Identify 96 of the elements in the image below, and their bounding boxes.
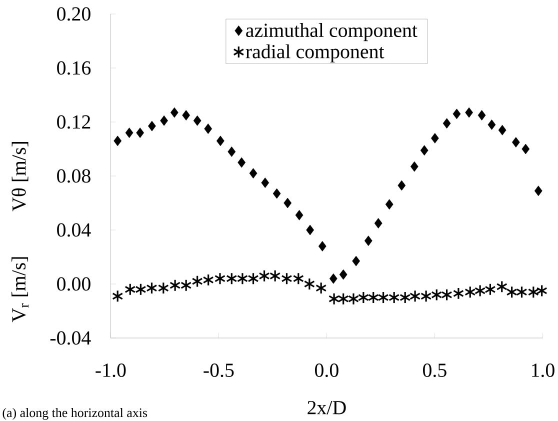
point [228,146,236,157]
point [348,292,360,306]
point [358,291,369,304]
point [316,282,327,294]
point [506,286,518,298]
point [125,128,134,138]
point [352,256,360,266]
point [398,180,406,191]
point [284,198,292,208]
point [431,288,442,302]
point [474,284,486,298]
point [238,157,246,168]
text: V$_{r}$ [m/s] [12,257,28,322]
point [114,136,122,146]
x-tick-label: 0.0 [315,364,338,378]
y-tick-label: 0.20 [57,7,90,21]
point [124,283,136,296]
point [516,286,528,298]
point [374,218,382,228]
point [193,115,202,126]
point [258,270,270,282]
point [236,272,248,285]
point [304,278,315,290]
point [328,292,340,306]
point [452,108,461,120]
point [306,224,314,236]
point [261,178,270,188]
point [146,282,158,294]
point [160,115,168,126]
y-tick-label: 0.08 [57,169,90,183]
point [528,286,539,298]
point [385,199,394,210]
point [420,145,428,156]
x-axis-title: 2x/D [308,400,346,414]
point [410,161,418,172]
point [484,283,496,296]
text: (a) along the horizontal axis [2,408,148,420]
point [270,270,281,282]
point [249,168,258,178]
point [281,272,292,285]
point [192,275,203,288]
point [442,118,451,129]
point [410,290,421,302]
y-tick-label: 0.12 [57,115,90,129]
x-tick-label: 1.0 [532,364,554,378]
point [202,274,214,286]
point [272,188,281,199]
y-tick-label: 0.00 [57,277,90,291]
point [465,107,473,118]
point [488,120,496,130]
x-tick-label: 0.5 [423,364,446,378]
point [338,292,349,306]
point [148,120,156,132]
point [496,280,508,293]
legend-label: azimuthal component [246,23,418,42]
point [158,282,169,294]
point [136,128,144,138]
point [400,291,411,304]
point [536,284,548,298]
point [464,286,476,298]
x-tick-label: -1.0 [96,364,126,378]
point [214,272,226,285]
point [364,236,372,246]
point [441,288,452,302]
legend-label: radial component [246,44,384,62]
point [112,290,124,302]
point [170,107,178,118]
point [452,287,464,300]
point [216,136,224,146]
y-tick-label: -0.04 [50,331,91,345]
point [248,272,259,285]
x-tick-label: -0.5 [204,364,234,378]
y-tick-label: 0.16 [57,61,91,75]
point [318,241,326,252]
point [478,110,486,120]
point [378,291,389,304]
point [329,273,338,284]
point [388,291,400,304]
point [522,144,530,154]
point [295,210,304,220]
point [339,269,348,280]
point [534,186,542,196]
point [498,124,506,136]
point [204,124,212,134]
point [135,283,146,296]
point [170,279,181,292]
point [420,290,432,302]
y-axis-title: Vθ [m/s] [12,142,28,212]
y-tick-label: 0.04 [57,223,91,237]
point [368,291,379,304]
point [226,272,238,285]
point [512,137,520,148]
point [292,272,304,285]
point [430,133,439,144]
point [180,279,192,292]
point [182,110,190,120]
